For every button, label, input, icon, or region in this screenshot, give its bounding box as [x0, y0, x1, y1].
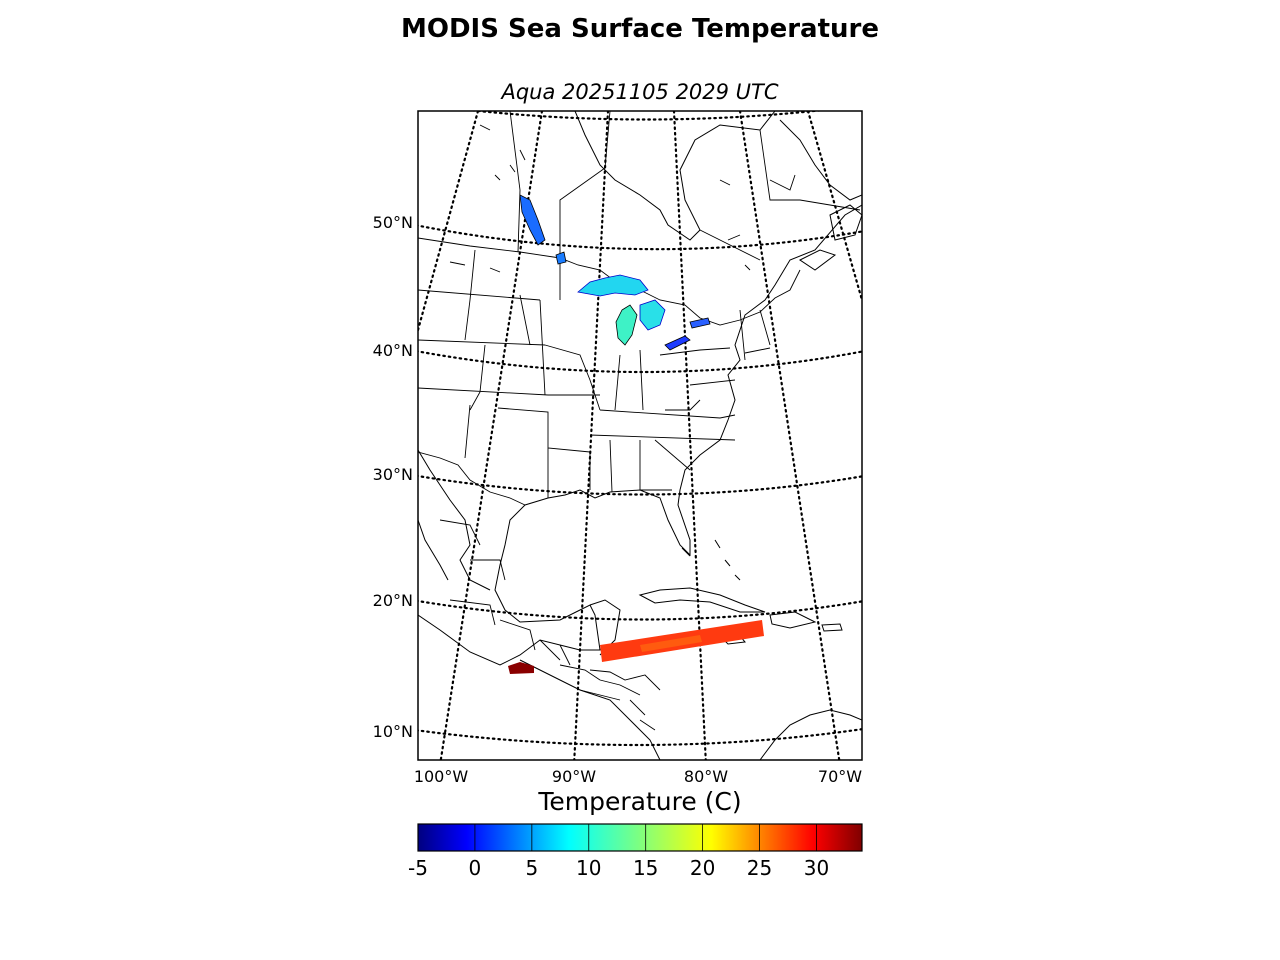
colorbar-tick-label: 30 [804, 856, 829, 880]
meridian-110w [418, 111, 480, 332]
colorbar-tick-label: 5 [525, 856, 538, 880]
sst-data [508, 194, 764, 674]
parallel-10n [418, 728, 862, 747]
political-boundaries [418, 111, 861, 731]
atlantic-coast [418, 204, 862, 666]
meridian-100w [439, 111, 544, 760]
colorbar-tick-label: 25 [747, 856, 772, 880]
colorbar-label: Temperature (C) [537, 787, 741, 816]
colorbar-tick-label: 20 [690, 856, 715, 880]
lon-label: 70°W [818, 767, 862, 786]
lat-label: 30°N [373, 465, 413, 484]
map-frame-bg [418, 111, 862, 760]
hispaniola [769, 611, 817, 629]
sst-caribbean-swath-warm [640, 635, 702, 652]
mexico-states [439, 519, 571, 666]
nova-scotia [799, 249, 837, 271]
puerto-rico [821, 623, 843, 632]
parallel-40n [418, 350, 862, 374]
sst-lake-superior [577, 274, 649, 297]
colorbar-tick-labels: -5 0 5 10 15 20 25 30 [408, 856, 829, 880]
parallel-20n [418, 599, 862, 621]
graticule-meridians [418, 111, 862, 760]
canada-islands [449, 124, 796, 273]
sst-tehuantepec [508, 662, 534, 674]
sst-lake-winnipeg [519, 194, 546, 246]
colorbar-tick-label: -5 [408, 856, 428, 880]
newfoundland [829, 204, 862, 241]
lat-label: 40°N [373, 341, 413, 360]
colorbar [417, 823, 863, 852]
colorbar-tick-label: 15 [633, 856, 658, 880]
long-island [744, 347, 771, 354]
lat-label: 50°N [373, 213, 413, 232]
coastlines [418, 111, 862, 760]
figure-title: MODIS Sea Surface Temperature [401, 14, 879, 44]
central-america [519, 659, 661, 760]
lon-label: 90°W [552, 767, 596, 786]
lat-label: 20°N [373, 591, 413, 610]
meridian-80w [672, 111, 707, 760]
central-america-borders [559, 664, 661, 731]
florida-keys [681, 547, 691, 557]
figure-subtitle: Aqua 20251105 2029 UTC [501, 80, 779, 104]
sst-lake-of-the-woods [555, 251, 567, 265]
colorbar-ticks [417, 824, 817, 851]
cuba [638, 587, 766, 613]
south-america-coast [759, 709, 862, 760]
meridian-70w [738, 111, 841, 760]
lon-label: 80°W [684, 767, 728, 786]
parallel-50n [418, 224, 862, 251]
canada-province-lines [509, 111, 861, 261]
colorbar-tick-label: 0 [469, 856, 482, 880]
sst-lake-erie [664, 335, 691, 351]
graticule-parallels [418, 111, 862, 747]
state-lines [418, 167, 771, 498]
bahamas [714, 539, 741, 581]
parallel-30n [418, 474, 862, 496]
map-frame [417, 110, 863, 761]
sst-lake-huron [639, 299, 666, 331]
meridian-90w [573, 111, 610, 760]
lat-label: 10°N [373, 722, 413, 741]
us-mexico-border [418, 451, 526, 506]
lon-label: 100°W [414, 767, 469, 786]
colorbar-tick-label: 10 [576, 856, 601, 880]
sst-lake-ontario [689, 317, 711, 329]
baja [418, 519, 449, 581]
pacific-coast-mexico [418, 449, 491, 591]
us-canada-border [418, 237, 801, 326]
sst-lake-michigan [615, 304, 638, 346]
hudson-bay-coast [574, 111, 776, 241]
labrador-coast [779, 119, 862, 201]
